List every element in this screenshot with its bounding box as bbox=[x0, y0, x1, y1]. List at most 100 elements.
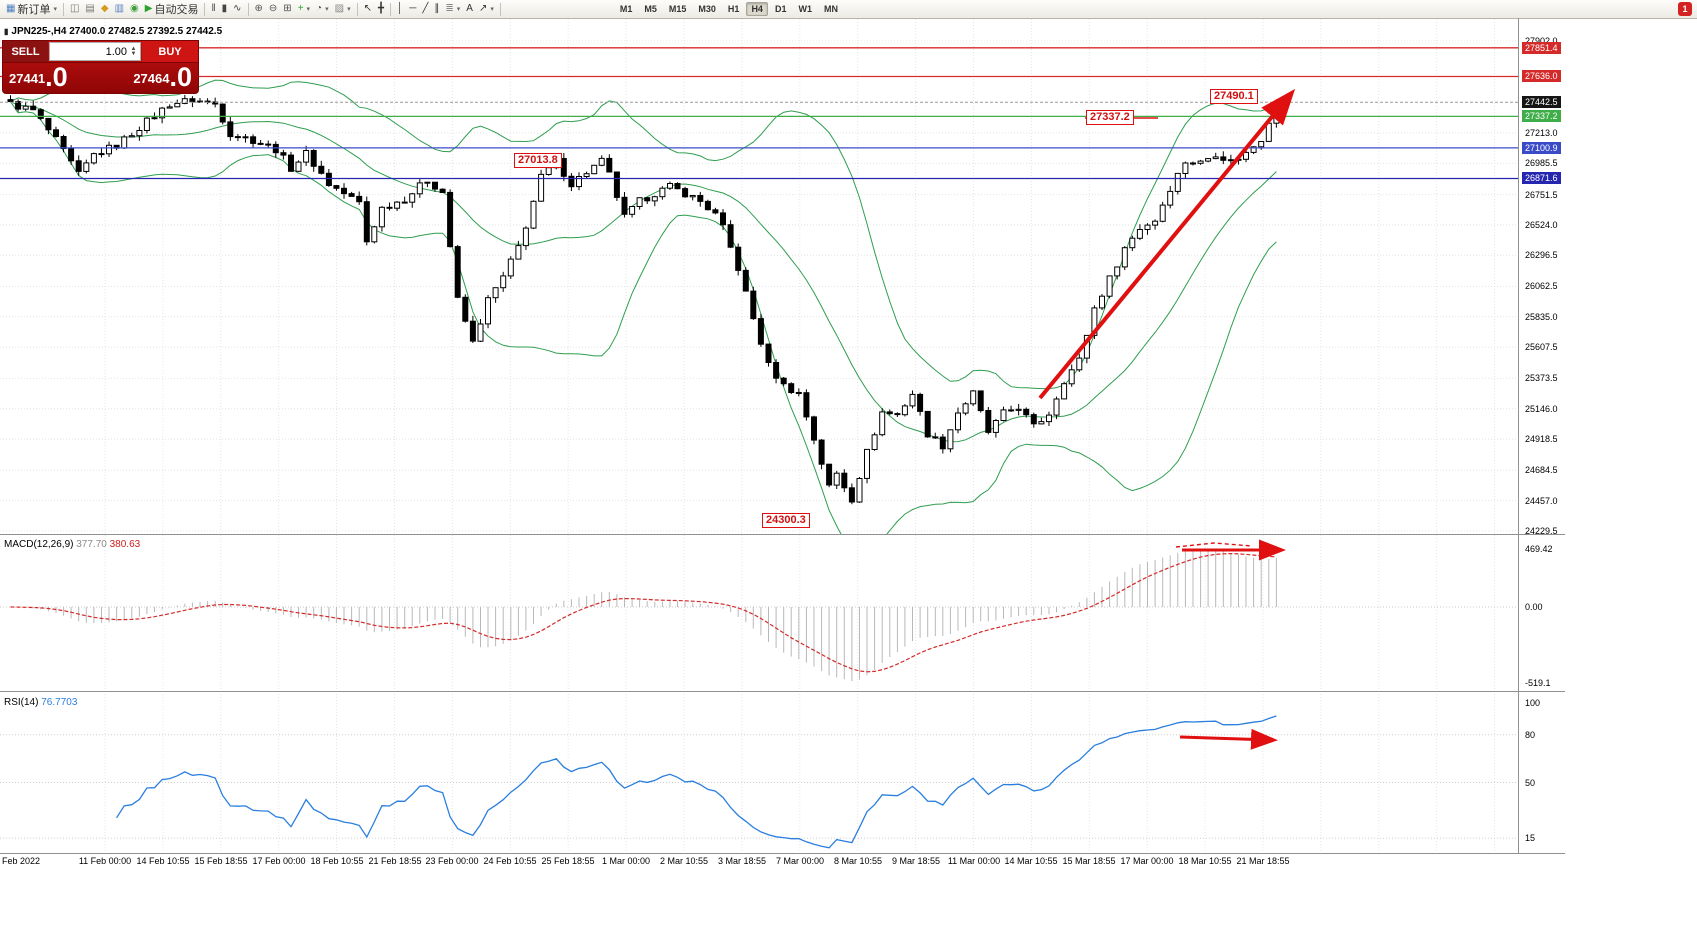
timeframe-d1-button[interactable]: D1 bbox=[774, 4, 787, 14]
buy-button[interactable]: BUY bbox=[142, 41, 198, 62]
equidistant-channel-icon: ∥ bbox=[434, 3, 440, 14]
price-scale-label: 25607.5 bbox=[1525, 342, 1558, 352]
time-axis-label: 1 Mar 00:00 bbox=[601, 856, 651, 866]
time-axis-label: 23 Feb 00:00 bbox=[425, 856, 479, 866]
volume-down-icon[interactable]: ▼ bbox=[130, 50, 137, 57]
community-badge-icon[interactable]: 1 bbox=[1678, 2, 1692, 16]
price-annotation[interactable]: 27337.2 bbox=[1086, 110, 1134, 125]
zoom-in-icon[interactable]: ⊕ bbox=[252, 1, 266, 17]
new-order-button: ▦ bbox=[6, 3, 16, 14]
toolbar-separator bbox=[247, 2, 249, 16]
text-icon[interactable]: A bbox=[463, 1, 476, 17]
periods-icon: ◔ bbox=[316, 3, 323, 14]
volume-up-icon[interactable]: ▲ bbox=[130, 45, 137, 52]
time-axis-label: Feb 2022 bbox=[2, 856, 41, 866]
autotrade-button[interactable]: ▶ 自动交易 bbox=[142, 1, 202, 17]
new-order-button[interactable]: ▦ 新订单 ▾ bbox=[3, 1, 60, 17]
indicators-icon[interactable]: + ▾ bbox=[295, 1, 313, 17]
time-axis-label: 21 Feb 18:55 bbox=[368, 856, 422, 866]
bollinger-band-line[interactable] bbox=[10, 101, 1277, 443]
price-scale-label: 27442.5 bbox=[1522, 96, 1561, 108]
macd-signal-value: 380.63 bbox=[109, 539, 141, 550]
price-scale-label: 26062.5 bbox=[1525, 281, 1558, 291]
candles-layer bbox=[7, 79, 1280, 559]
text-icon: A bbox=[466, 3, 473, 14]
chevron-down-icon: ▾ bbox=[53, 6, 57, 13]
periods-icon[interactable]: ◔ ▾ bbox=[313, 1, 332, 17]
timeframe-h1-button[interactable]: H1 bbox=[727, 4, 740, 14]
price-scale-label: 25146.0 bbox=[1525, 404, 1558, 414]
fibonacci-icon: ≣ bbox=[445, 3, 454, 14]
macd-name: MACD(12,26,9) bbox=[4, 539, 74, 550]
indicators-icon: + bbox=[297, 3, 304, 14]
zoom-out-icon[interactable]: ⊖ bbox=[266, 1, 280, 17]
time-axis-label: 3 Mar 18:55 bbox=[717, 856, 767, 866]
price-scale-label: 27337.2 bbox=[1522, 110, 1561, 122]
market-watch-icon[interactable]: ◆ bbox=[98, 1, 112, 17]
time-axis-label: 24 Feb 10:55 bbox=[483, 856, 537, 866]
rsi-indicator-label: RSI(14) 76.7703 bbox=[4, 697, 77, 708]
chart-ohlc-label: ▮ JPN225-,H4 27400.0 27482.5 27392.5 2744… bbox=[4, 26, 222, 37]
chevron-down-icon: ▾ bbox=[347, 6, 351, 13]
trendline-icon[interactable]: ╱ bbox=[419, 1, 431, 17]
ohlc-values: 27400.0 27482.5 27392.5 27442.5 bbox=[69, 26, 223, 37]
time-axis-label: 7 Mar 00:00 bbox=[775, 856, 825, 866]
one-click-trading-panel: SELL 1.00 ▲ ▼ BUY 27441.0 27464.0 bbox=[2, 40, 199, 94]
symbol-period-label: JPN225-,H4 bbox=[11, 26, 67, 37]
vertical-line-icon[interactable]: │ bbox=[394, 1, 406, 17]
bar-chart-icon[interactable]: ‖ bbox=[208, 1, 218, 17]
timeframe-m30-button[interactable]: M30 bbox=[698, 4, 716, 14]
timeframe-h4-button[interactable]: H4 bbox=[746, 2, 768, 16]
chart-window-icon: ◫ bbox=[69, 3, 80, 14]
crosshair-icon[interactable]: ╋ bbox=[375, 1, 387, 17]
data-window-icon[interactable]: ▥ bbox=[112, 1, 127, 17]
time-axis[interactable]: Feb 2022 11 Feb 00:00 14 Feb 10:55 15 Feb 1… bbox=[0, 856, 1518, 870]
price-annotation[interactable]: 24300.3 bbox=[762, 513, 810, 528]
equidistant-channel-icon[interactable]: ∥ bbox=[431, 1, 442, 17]
autotrade-button: ▶ bbox=[144, 3, 153, 14]
candlestick-chart-icon[interactable]: ▮ bbox=[219, 1, 231, 17]
cursor-icon[interactable]: ↖ bbox=[361, 1, 375, 17]
timeframe-m5-button[interactable]: M5 bbox=[644, 4, 657, 14]
time-axis-label: 25 Feb 18:55 bbox=[541, 856, 595, 866]
macd-main-value: 377.70 bbox=[76, 539, 107, 550]
volume-stepper[interactable]: ▲ ▼ bbox=[128, 43, 139, 60]
volume-input[interactable]: 1.00 ▲ ▼ bbox=[49, 42, 141, 61]
time-axis-label: 2 Mar 10:55 bbox=[659, 856, 709, 866]
timeframe-m15-button[interactable]: M15 bbox=[668, 4, 687, 14]
time-axis-label: 11 Feb 00:00 bbox=[78, 856, 132, 866]
fibonacci-icon[interactable]: ≣ ▾ bbox=[442, 1, 463, 17]
rsi-arrow-object[interactable] bbox=[1179, 728, 1278, 750]
price-scale-label: 26751.5 bbox=[1525, 190, 1558, 200]
profiles-icon[interactable]: ▤ bbox=[82, 1, 97, 17]
tile-windows-icon[interactable]: ⊞ bbox=[280, 1, 294, 17]
price-scale-label: 26524.0 bbox=[1525, 220, 1558, 230]
market-watch-icon: ◆ bbox=[100, 3, 109, 14]
bollinger-band-line[interactable] bbox=[10, 101, 1277, 559]
rsi-scale-label: 50 bbox=[1525, 778, 1536, 788]
price-scale-label: 25835.0 bbox=[1525, 312, 1558, 322]
timeframe-mn-button[interactable]: MN bbox=[823, 4, 838, 14]
navigator-icon[interactable]: ◉ bbox=[127, 1, 142, 17]
price-annotation[interactable]: 27490.1 bbox=[1210, 89, 1258, 104]
line-chart-icon[interactable]: ∿ bbox=[230, 1, 244, 17]
templates-icon[interactable]: ▨ ▾ bbox=[332, 1, 354, 17]
candlestick-icon: ▮ bbox=[4, 27, 9, 36]
price-axis[interactable]: 27902.0 27851.4 27636.0 27442.5 27337.2 27213… bbox=[1519, 0, 1697, 940]
cursor-icon: ↖ bbox=[363, 3, 372, 14]
price-annotation[interactable]: 27013.8 bbox=[514, 153, 562, 168]
timeframe-w1-button[interactable]: W1 bbox=[798, 4, 812, 14]
toolbar-separator bbox=[499, 2, 501, 16]
arrows-icon[interactable]: ↗ ▾ bbox=[476, 1, 497, 17]
sell-button[interactable]: SELL bbox=[3, 41, 48, 62]
time-axis-label: 9 Mar 18:55 bbox=[891, 856, 941, 866]
trend-arrow-object[interactable] bbox=[1038, 88, 1296, 400]
horizontal-line-icon[interactable]: ─ bbox=[406, 1, 419, 17]
timeframe-m1-button[interactable]: M1 bbox=[619, 4, 633, 14]
profiles-icon: ▤ bbox=[85, 3, 95, 14]
ask-price-main: 27464 bbox=[133, 71, 170, 86]
rsi-name: RSI(14) bbox=[4, 697, 39, 708]
chart-window-icon[interactable]: ◫ bbox=[67, 1, 82, 17]
toolbar-separator bbox=[204, 2, 206, 16]
